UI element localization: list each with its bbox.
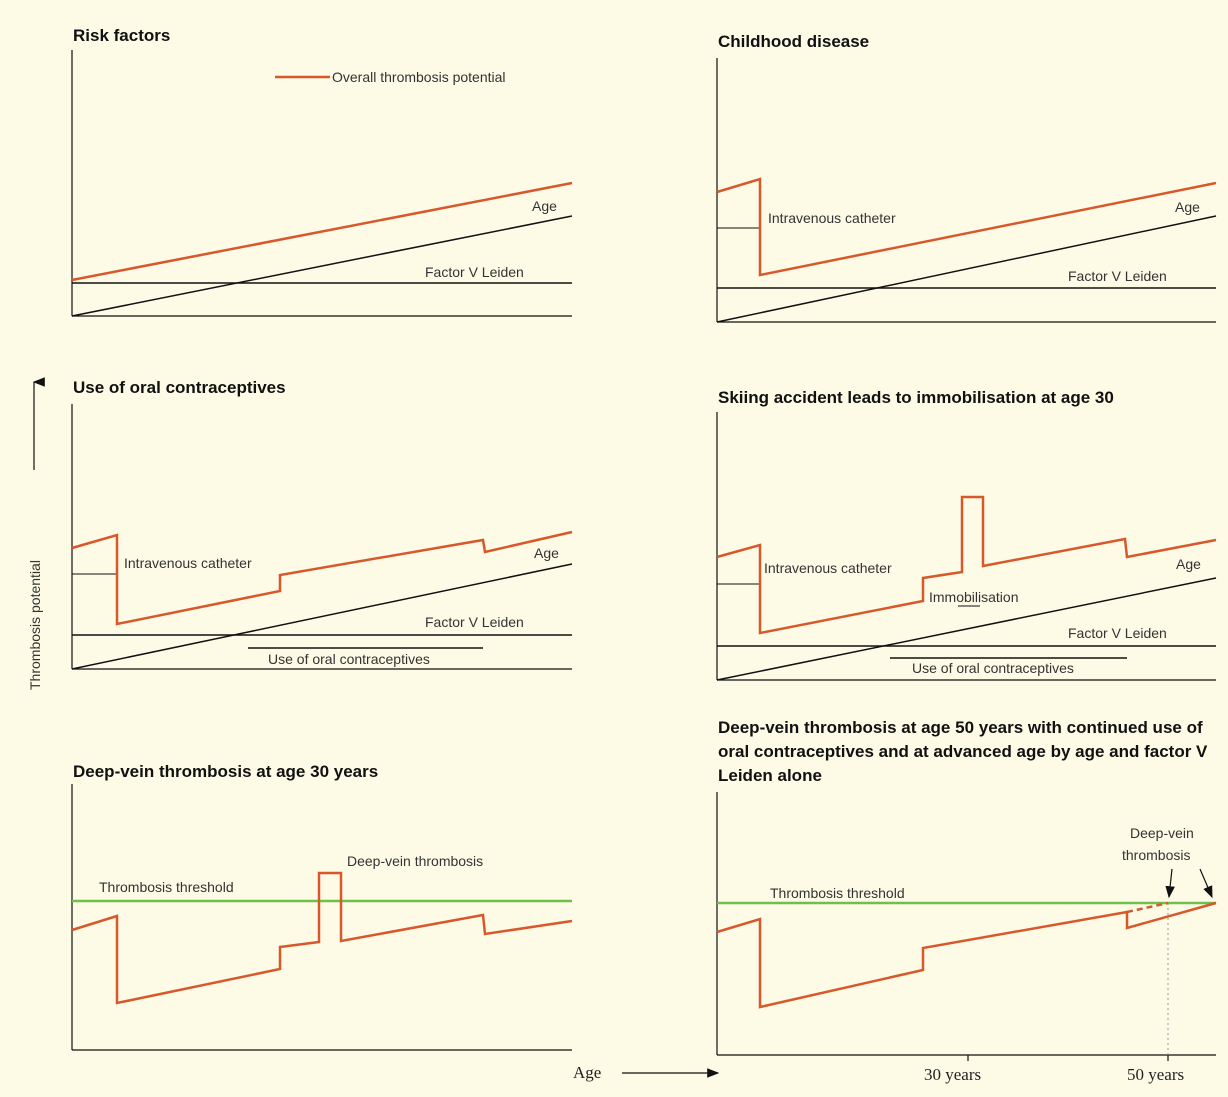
oc-label: Use of oral contraceptives (912, 660, 1074, 676)
panel-title-dvt-50: Deep-vein thrombosis at age 50 years wit… (718, 718, 1208, 785)
panel-title-childhood-disease: Childhood disease (718, 32, 870, 51)
factor-v-label: Factor V Leiden (1068, 625, 1167, 641)
panel-oral-contraceptives: Intravenous catheter Age Factor V Leiden… (71, 404, 573, 670)
age-label: Age (1176, 556, 1201, 572)
panel-dvt-30: Thrombosis threshold Deep-vein thrombosi… (71, 784, 573, 1051)
dvt-continued-oc-dashed (1126, 901, 1169, 914)
panel-title-oral-contraceptives: Use of oral contraceptives (73, 378, 286, 397)
threshold-label: Thrombosis threshold (770, 885, 905, 901)
age-line (716, 577, 1217, 681)
x-axis-label: Age (573, 1063, 601, 1082)
catheter-label: Intravenous catheter (764, 560, 892, 576)
factor-v-label: Factor V Leiden (425, 264, 524, 280)
legend-label: Overall thrombosis potential (332, 69, 506, 85)
tick-label-50: 50 years (1127, 1065, 1184, 1084)
overall-thrombosis-line (716, 177, 1217, 277)
panel-title-risk-factors: Risk factors (73, 26, 171, 45)
age-label: Age (1175, 199, 1200, 215)
age-line (71, 215, 573, 317)
overall-thrombosis-line (716, 901, 1217, 1009)
overall-thrombosis-line (71, 530, 573, 626)
catheter-label: Intravenous catheter (768, 210, 896, 226)
immobilisation-label: Immobilisation (929, 589, 1018, 605)
age-line (716, 215, 1217, 323)
threshold-label: Thrombosis threshold (99, 879, 234, 895)
dvt-label: Deep-vein thrombosis (347, 853, 483, 869)
age-label: Age (534, 545, 559, 561)
age-line (71, 563, 573, 670)
age-label: Age (532, 198, 557, 214)
factor-v-label: Factor V Leiden (425, 614, 524, 630)
panel-dvt-50: Thrombosis threshold Deep-vein thrombosi… (716, 792, 1217, 1084)
overall-thrombosis-line (71, 871, 573, 1005)
panel-title-dvt-30: Deep-vein thrombosis at age 30 years (73, 762, 379, 781)
y-axis-label: Thrombosis potential (27, 560, 43, 690)
dvt-arrow-50 (1165, 868, 1175, 899)
oc-label: Use of oral contraceptives (268, 651, 430, 667)
panel-risk-factors: Overall thrombosis potential Age Factor … (71, 50, 573, 317)
panel-childhood-disease: Intravenous catheter Age Factor V Leiden (716, 58, 1217, 323)
dvt-label-line2: thrombosis (1122, 847, 1190, 863)
factor-v-label: Factor V Leiden (1068, 268, 1167, 284)
overall-thrombosis-line (71, 181, 573, 282)
panel-skiing-accident: Intravenous catheter Immobilisation Age … (716, 412, 1217, 681)
overall-thrombosis-line (716, 495, 1217, 635)
dvt-label-line1: Deep-vein (1130, 825, 1194, 841)
panel-title-skiing-accident: Skiing accident leads to immobilisation … (718, 388, 1114, 407)
catheter-label: Intravenous catheter (124, 555, 252, 571)
tick-label-30: 30 years (924, 1065, 981, 1084)
dvt-arrow-advanced-age (1199, 868, 1213, 899)
